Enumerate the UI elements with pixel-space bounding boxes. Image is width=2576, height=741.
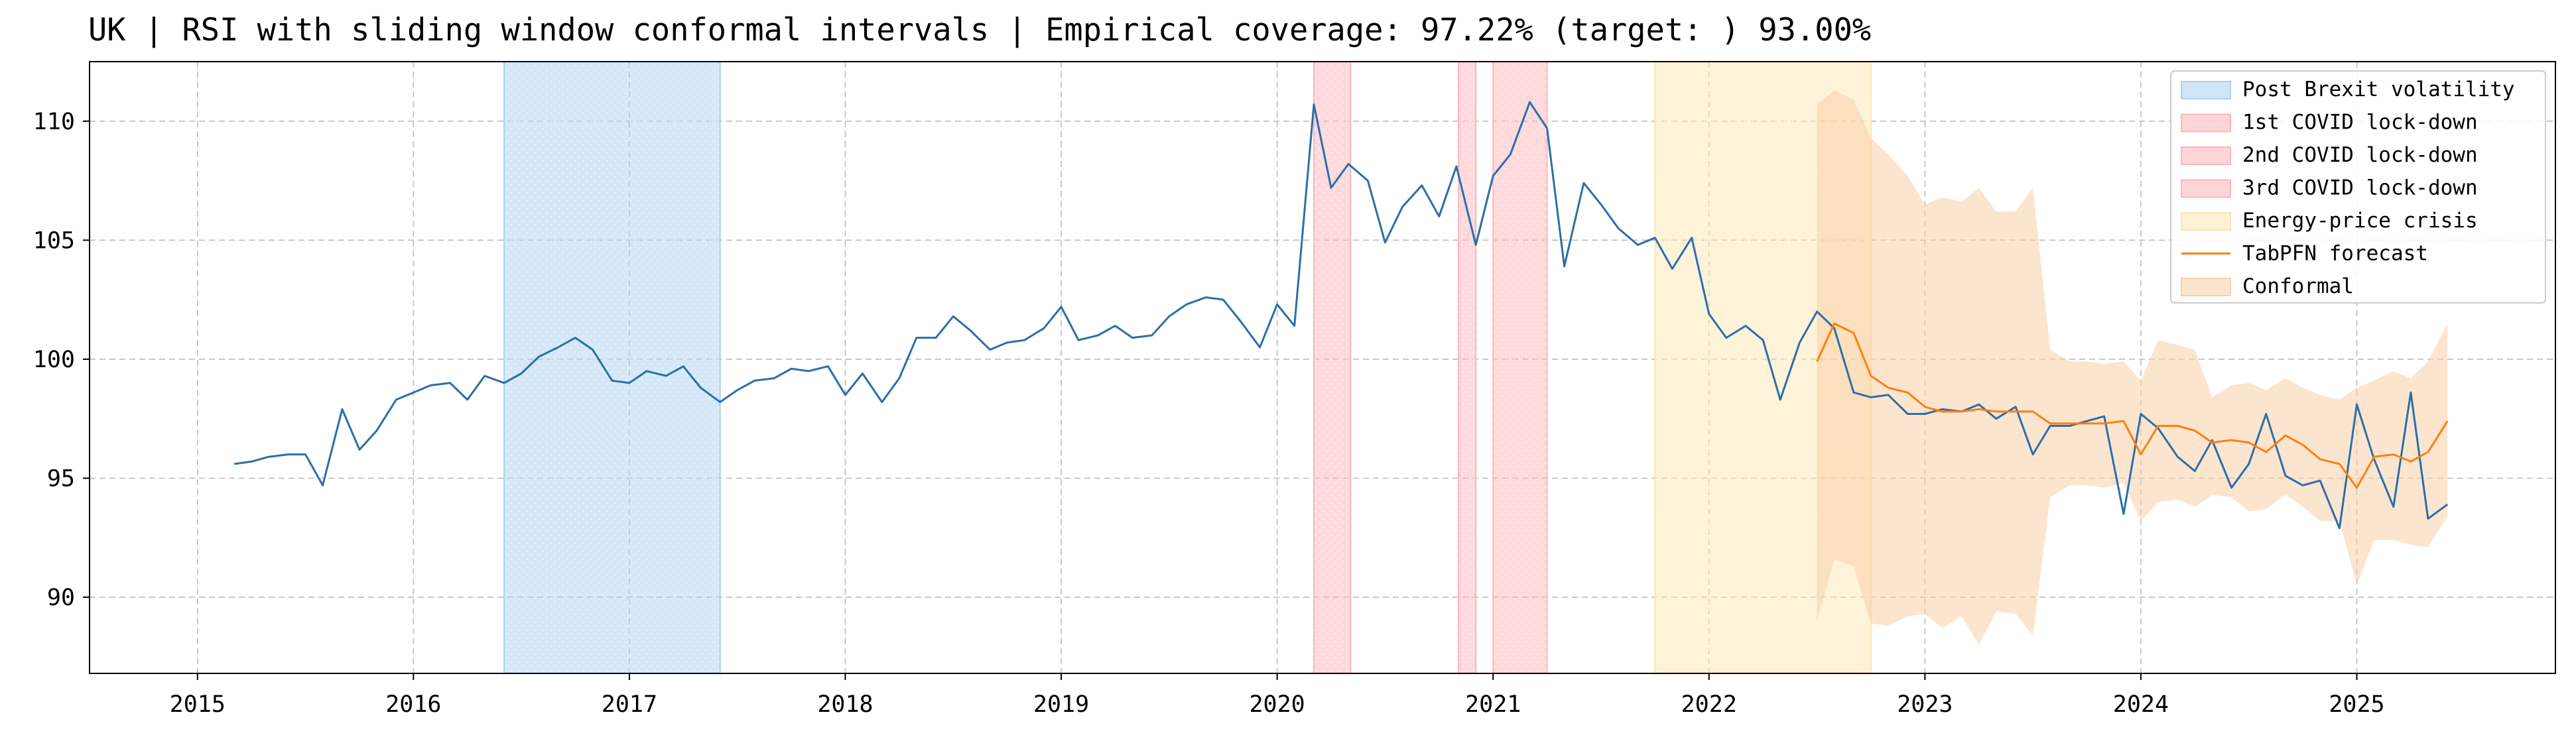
legend-label: 3rd COVID lock-down	[2242, 176, 2478, 200]
x-tick-label: 2019	[1033, 691, 1089, 718]
x-tick-label: 2023	[1897, 691, 1953, 718]
legend: Post Brexit volatility 1st COVID lock-dow…	[2170, 70, 2546, 304]
shaded-region-hatch	[504, 62, 720, 673]
shaded-region-hatch	[1313, 62, 1351, 673]
legend-swatch	[2181, 179, 2231, 198]
legend-box	[2170, 70, 2546, 304]
legend-swatch	[2181, 278, 2231, 296]
y-tick-label: 90	[47, 585, 75, 611]
legend-label: Energy-price crisis	[2242, 209, 2478, 233]
legend-swatch	[2181, 81, 2231, 99]
x-tick-label: 2021	[1465, 691, 1521, 718]
shaded-region-hatch	[1493, 62, 1547, 673]
x-tick-label: 2020	[1249, 691, 1305, 718]
axis-ticks: 2015 2016 2017 2018 2019 2020 2021 2022 2023 2024…	[33, 109, 2385, 718]
legend-swatch	[2181, 212, 2231, 231]
legend-swatch	[2181, 146, 2231, 165]
legend-label: TabPFN forecast	[2242, 242, 2428, 266]
plot-frame	[89, 61, 2556, 674]
x-tick-label: 2015	[170, 691, 225, 718]
y-tick-label: 110	[33, 109, 75, 135]
chart-title: UK | RSI with sliding window conformal i…	[88, 12, 1872, 48]
y-tick-label: 105	[33, 227, 75, 254]
legend-label: Post Brexit volatility	[2242, 78, 2515, 101]
lines-layer	[233, 101, 2449, 530]
x-tick-label: 2016	[385, 691, 441, 718]
y-tick-label: 100	[33, 347, 75, 373]
x-tick-label: 2018	[817, 691, 873, 718]
x-tick-label: 2024	[2113, 691, 2169, 718]
forecast-series-line	[1816, 322, 2449, 489]
legend-label: Conformal	[2242, 274, 2354, 298]
x-tick-label: 2017	[602, 691, 657, 718]
x-tick-label: 2025	[2329, 691, 2384, 718]
conformal-band-layer	[1817, 90, 2448, 645]
shaded-regions	[503, 62, 1872, 673]
conformal-band	[1817, 90, 2448, 645]
legend-label: 2nd COVID lock-down	[2242, 143, 2478, 167]
legend-label: 1st COVID lock-down	[2242, 111, 2478, 135]
legend-swatch	[2181, 113, 2231, 133]
shaded-region-hatch	[1458, 62, 1476, 673]
x-tick-label: 2022	[1681, 691, 1737, 718]
y-tick-label: 95	[47, 466, 75, 492]
